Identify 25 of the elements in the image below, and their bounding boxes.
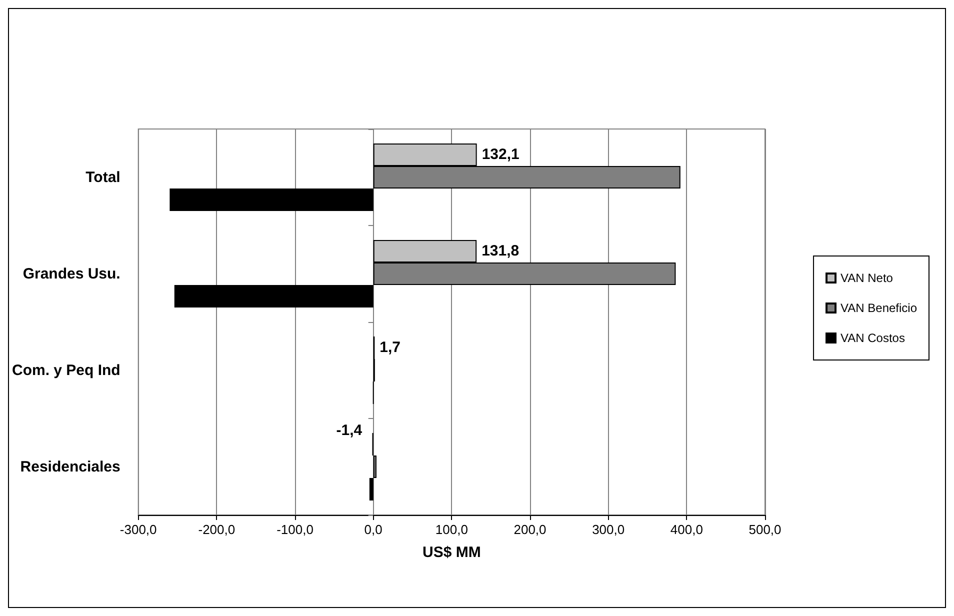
y-tick-label: Grandes Usu. [22,265,120,282]
x-tick-label: 0,0 [364,522,382,537]
bar [170,188,374,212]
legend-label: VAN Beneficio [840,301,918,315]
legend-label: VAN Costos [840,331,905,345]
y-tick-label: Com. y Peq Ind [12,362,120,379]
x-tick-label: -300,0 [120,522,157,537]
x-tick-label: 500,0 [748,522,782,537]
x-tick-label: 300,0 [592,522,625,537]
y-tick-label: Total [86,168,120,186]
y-tick-label: Residenciales [20,458,120,476]
data-label: -1,4 [336,422,363,439]
data-label: 1,7 [380,339,401,356]
legend-label: VAN Neto [840,271,894,285]
x-tick-label: -100,0 [276,522,314,537]
x-tick-label: 100,0 [435,522,468,537]
x-tick-label: -200,0 [198,522,236,537]
x-axis-title: US$ MM [422,544,481,561]
bar [373,455,376,478]
x-tick-label: 200,0 [514,522,546,537]
data-label: 131,8 [482,242,520,260]
x-tick-label: 400,0 [670,522,703,537]
bar [369,478,374,501]
bar [174,285,374,308]
data-label: 132,1 [482,146,520,164]
